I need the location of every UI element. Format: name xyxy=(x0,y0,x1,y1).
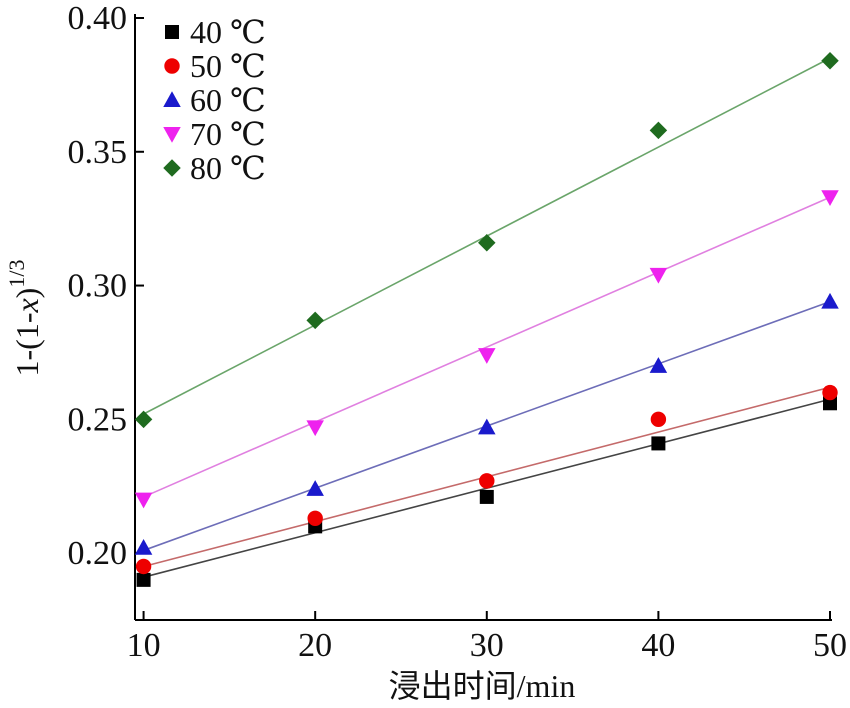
data-point-70 xyxy=(821,190,839,207)
x-tick-label: 50 xyxy=(813,627,847,664)
data-point-40 xyxy=(479,489,494,504)
y-axis-title-exponent: 1/3 xyxy=(4,260,29,288)
y-axis-title-prefix: 1-(1- xyxy=(9,313,45,377)
legend-label-60: 60 ℃ xyxy=(190,82,266,118)
y-axis-title-variable: x xyxy=(9,298,45,313)
data-point-50 xyxy=(822,384,838,401)
data-point-80 xyxy=(478,233,496,252)
legend-marker-80 xyxy=(163,159,181,177)
x-axis-title: 浸出时间/min xyxy=(389,668,576,704)
ticks: 10 20 30 40 50 0.20 0.25 0.30 0.35 0.40 xyxy=(68,0,848,664)
y-axis-title-suffix: ) xyxy=(9,288,45,299)
data-point-80 xyxy=(306,311,324,330)
data-point-40 xyxy=(651,436,666,451)
data-point-40 xyxy=(136,572,151,587)
legend-marker-60 xyxy=(163,91,181,107)
data-point-50 xyxy=(307,510,323,527)
data-point-70 xyxy=(306,420,324,437)
legend-marker-50 xyxy=(164,58,180,74)
data-point-70 xyxy=(134,492,153,509)
y-axis-title: 1-(1-x)1/3 xyxy=(4,260,45,377)
data-point-50 xyxy=(135,558,152,575)
data-point-60 xyxy=(649,357,668,373)
y-tick-label: 0.20 xyxy=(68,535,128,572)
legend-marker-40 xyxy=(165,25,179,39)
data-point-80 xyxy=(649,121,668,140)
legend-label-80: 80 ℃ xyxy=(190,150,266,186)
x-tick-label: 20 xyxy=(298,627,332,664)
data-point-40 xyxy=(823,396,837,411)
legend-label-50: 50 ℃ xyxy=(190,48,266,84)
x-tick-label: 10 xyxy=(127,627,161,664)
data-point-80 xyxy=(821,52,839,70)
x-tick-label: 40 xyxy=(641,627,675,664)
legend-label-70: 70 ℃ xyxy=(190,116,266,152)
legend-label-40: 40 ℃ xyxy=(190,14,266,50)
data-point-60 xyxy=(134,539,153,555)
data-point-70 xyxy=(649,267,668,284)
data-point-60 xyxy=(306,480,324,496)
y-tick-label: 0.40 xyxy=(68,0,128,37)
data-point-60 xyxy=(478,418,496,435)
data-point-50 xyxy=(650,411,667,428)
markers xyxy=(134,52,839,587)
y-tick-label: 0.25 xyxy=(68,401,128,438)
data-point-50 xyxy=(479,473,495,489)
x-tick-label: 30 xyxy=(470,627,504,664)
y-tick-label: 0.30 xyxy=(68,268,128,305)
axes xyxy=(134,14,832,621)
data-point-70 xyxy=(478,348,496,364)
data-point-80 xyxy=(134,410,153,429)
y-tick-label: 0.35 xyxy=(68,134,128,171)
legend: 40 ℃50 ℃60 ℃70 ℃80 ℃ xyxy=(163,14,266,186)
legend-marker-70 xyxy=(163,127,181,143)
data-point-60 xyxy=(821,292,839,309)
fit-line-70 xyxy=(143,196,831,498)
